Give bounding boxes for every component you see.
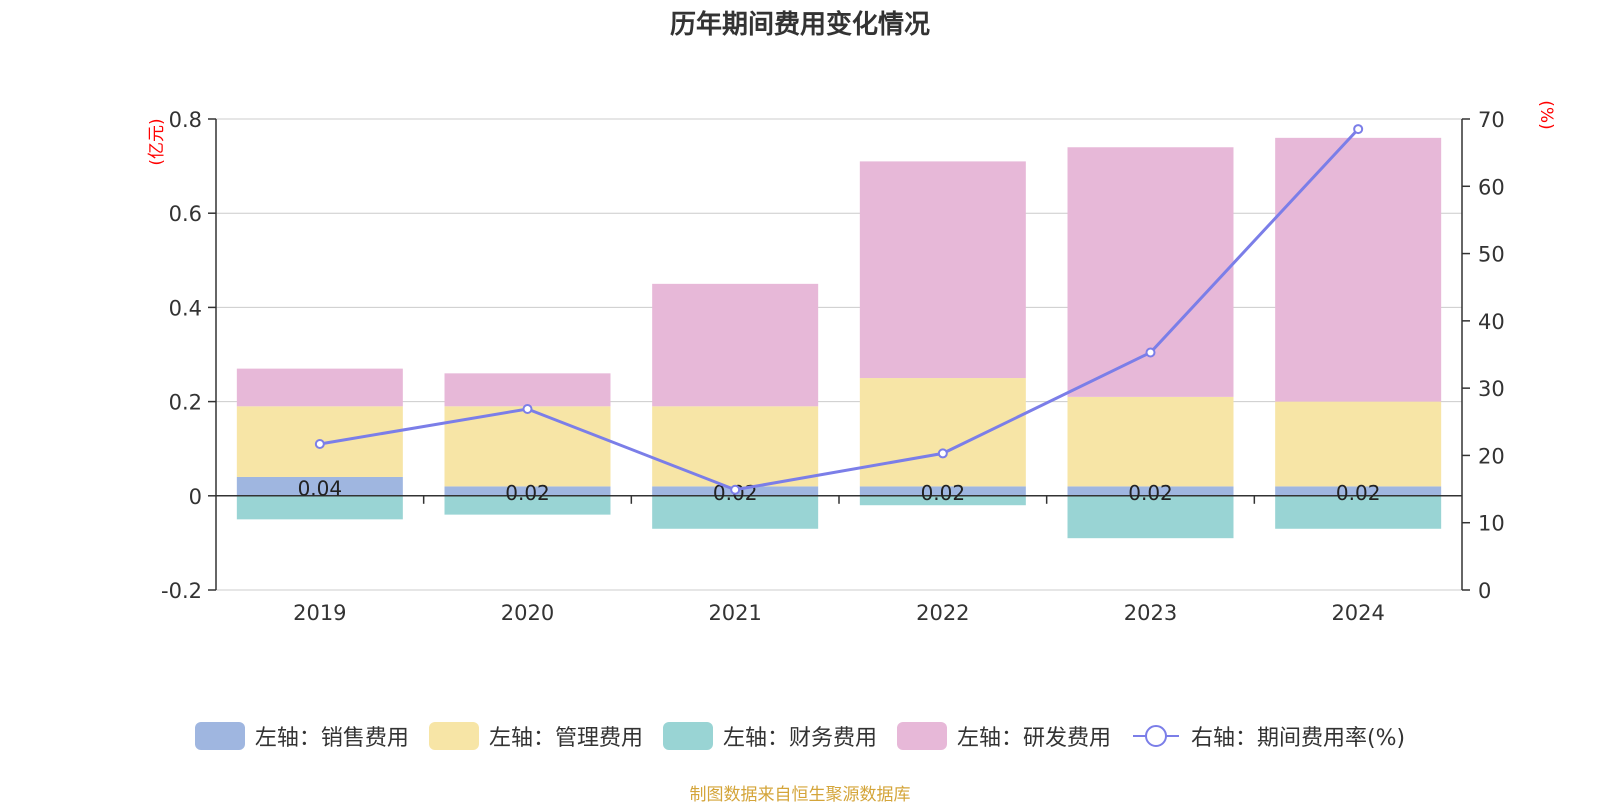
legend: 左轴：销售费用 左轴：管理费用 左轴：财务费用 左轴：研发费用 右轴：期间费用率… — [0, 720, 1600, 752]
bar-finance — [652, 495, 819, 529]
rate-point — [1353, 124, 1364, 135]
x-axis-tick-label: 2023 — [1124, 601, 1177, 625]
rate-line — [319, 128, 1360, 492]
left-axis-tick-label: 0 — [189, 485, 202, 509]
x-axis-tick-label: 2024 — [1331, 601, 1384, 625]
rate-point — [1145, 347, 1156, 358]
bar-sales — [1067, 486, 1234, 496]
legend-item-rd[interactable]: 左轴：研发费用 — [896, 720, 1111, 752]
x-axis-tick-label: 2020 — [501, 601, 554, 625]
bar-rd — [1275, 137, 1442, 402]
data-label-sales: 0.04 — [298, 476, 343, 500]
left-axis-unit-label: (亿元) — [147, 118, 167, 165]
bar-admin — [859, 378, 1026, 487]
x-axis-tick-label: 2021 — [708, 601, 761, 625]
x-axis-tick-label: 2019 — [293, 601, 346, 625]
bar-sales — [1275, 486, 1442, 496]
legend-label-rate: 右轴：期间费用率(%) — [1190, 726, 1406, 751]
data-label-sales: 0.02 — [1336, 481, 1381, 505]
bar-rd — [652, 283, 819, 407]
bar-admin — [1275, 401, 1442, 487]
bar-admin — [652, 406, 819, 487]
rate-point — [522, 404, 533, 415]
x-axis-tick-label: 2022 — [916, 601, 969, 625]
right-axis-tick-label: 20 — [1478, 444, 1505, 468]
legend-swatch-finance — [662, 722, 713, 750]
bar-rd — [236, 368, 403, 407]
legend-line-circle-icon — [1132, 725, 1179, 747]
bar-rd — [1067, 147, 1234, 397]
right-axis-unit-label: (%) — [1536, 100, 1556, 129]
data-label-sales: 0.02 — [1128, 481, 1173, 505]
legend-label-sales: 左轴：销售费用 — [254, 726, 409, 751]
legend-item-admin[interactable]: 左轴：管理费用 — [428, 720, 643, 752]
bar-rd — [444, 373, 611, 407]
right-axis-tick-label: 50 — [1478, 243, 1505, 267]
bar-sales — [236, 476, 403, 496]
bar-finance — [859, 495, 1026, 506]
legend-item-rate[interactable]: 右轴：期间费用率(%) — [1131, 720, 1405, 752]
legend-swatch-admin — [428, 722, 479, 750]
bar-finance — [444, 495, 611, 515]
right-axis-tick-label: 60 — [1478, 175, 1505, 199]
right-axis-tick-label: 70 — [1478, 108, 1505, 132]
bar-finance — [1275, 495, 1442, 529]
left-axis-tick-label: 0.8 — [169, 108, 202, 132]
right-axis-tick-label: 0 — [1478, 579, 1491, 603]
bar-finance — [1067, 495, 1234, 539]
rate-point — [937, 448, 948, 459]
chart-title: 历年期间费用变化情况 — [669, 10, 930, 40]
legend-item-finance[interactable]: 左轴：财务费用 — [662, 720, 877, 752]
right-axis-tick-label: 30 — [1478, 377, 1505, 401]
legend-label-finance: 左轴：财务费用 — [722, 726, 877, 751]
legend-label-rd: 左轴：研发费用 — [956, 726, 1111, 751]
right-axis-tick-label: 10 — [1478, 512, 1505, 536]
left-axis-tick-label: 0.2 — [169, 391, 202, 415]
legend-item-sales[interactable]: 左轴：销售费用 — [194, 720, 409, 752]
bar-rd — [859, 161, 1026, 379]
rate-point — [730, 484, 741, 495]
bar-admin — [1067, 396, 1234, 487]
legend-swatch-rd — [896, 722, 947, 750]
bar-sales — [859, 486, 1026, 496]
bar-sales — [444, 486, 611, 496]
source-note: 制图数据来自恒生聚源数据库 — [689, 785, 911, 805]
bar-finance — [236, 495, 403, 520]
data-label-sales: 0.02 — [505, 481, 550, 505]
legend-label-admin: 左轴：管理费用 — [488, 726, 643, 751]
left-axis-tick-label: -0.2 — [161, 579, 202, 603]
left-axis-tick-label: 0.6 — [169, 202, 202, 226]
rate-point — [314, 438, 325, 449]
legend-swatch-sales — [194, 722, 245, 750]
right-axis-tick-label: 40 — [1478, 310, 1505, 334]
left-axis-tick-label: 0.4 — [169, 296, 202, 320]
data-label-sales: 0.02 — [921, 481, 966, 505]
